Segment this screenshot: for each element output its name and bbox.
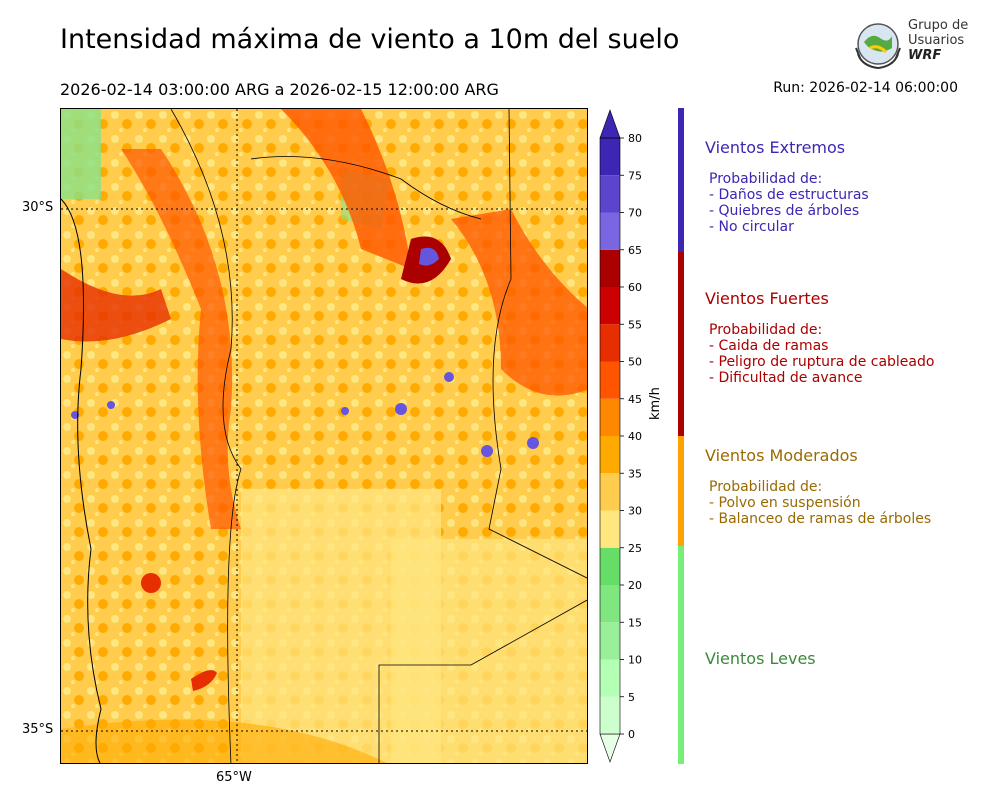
legend-title-extremos: Vientos Extremos [705, 138, 846, 157]
colorbar-tick-label: 20 [628, 579, 642, 592]
colorbar-segment [600, 175, 620, 213]
legend-items-fuertes: Probabilidad de: - Caida de ramas - Peli… [705, 322, 934, 386]
forecast-period: 2026-02-14 03:00:00 ARG a 2026-02-15 12:… [60, 80, 499, 99]
grupo-wrf-logo: Grupo de Usuarios WRF [850, 18, 970, 72]
globe-icon [855, 23, 901, 70]
legend-item: Probabilidad de: [709, 171, 823, 187]
colorbar-tick-label: 35 [628, 467, 642, 480]
logo-line-2: Usuarios [908, 33, 965, 48]
wind-speed-colorbar: 0 5 10 15 20 25 30 35 40 45 50 55 60 65 70 75 80 [598, 108, 678, 768]
colorbar-tick-label: 55 [628, 318, 642, 331]
colorbar-tick-label: 40 [628, 430, 642, 443]
legend-title-fuertes: Vientos Fuertes [705, 289, 829, 308]
logo-line-3: WRF [908, 48, 942, 63]
colorbar-tick-label: 30 [628, 505, 642, 518]
colorbar-tick-label: 5 [628, 691, 635, 704]
legend-item: - Dificultad de avance [709, 370, 863, 386]
colorbar-segment [600, 585, 620, 623]
colorbar-segment [600, 473, 620, 511]
lon-label-65w: 65°W [216, 770, 252, 785]
legend-leves: Vientos Leves [705, 649, 816, 668]
colorbar-tick-label: 50 [628, 356, 642, 369]
lat-label-35s: 35°S [22, 722, 54, 737]
colorbar-segment [600, 510, 620, 548]
colorbar-tick-label: 65 [628, 244, 642, 257]
legend-title-leves: Vientos Leves [705, 649, 816, 668]
legend-item: - Polvo en suspensión [709, 495, 861, 511]
legend-item: Probabilidad de: [709, 322, 823, 338]
logo-line-1: Grupo de [908, 18, 969, 33]
legend-moderados: Vientos Moderados Probabilidad de: - Pol… [705, 446, 931, 527]
colorbar-segment [600, 287, 620, 325]
legend-title-moderados: Vientos Moderados [705, 446, 858, 465]
legend-item: - No circular [709, 219, 794, 235]
legend-item: - Balanceo de ramas de árboles [709, 511, 932, 527]
colorbar-segment [600, 138, 620, 176]
colorbar-tick-label: 60 [628, 281, 642, 294]
colorbar-max-extension [599, 109, 621, 139]
legend-bar-extremos [678, 108, 684, 252]
colorbar-segment [600, 361, 620, 399]
legend-items-moderados: Probabilidad de: - Polvo en suspensión -… [705, 479, 931, 527]
legend-fuertes: Vientos Fuertes Probabilidad de: - Caida… [705, 289, 934, 386]
legend-extremos: Vientos Extremos Probabilidad de: - Daño… [705, 138, 869, 235]
colorbar-tick-label: 70 [628, 207, 642, 220]
colorbar-segment [600, 622, 620, 660]
legend-bar-fuertes [678, 252, 684, 436]
legend-item: - Quiebres de árboles [709, 203, 860, 219]
colorbar-segment [600, 398, 620, 436]
colorbar-unit-label: km/h [648, 387, 663, 420]
colorbar-segment [600, 436, 620, 474]
colorbar-tick-label: 80 [628, 132, 642, 145]
colorbar-tick-label: 10 [628, 654, 642, 667]
wind-map[interactable] [60, 108, 588, 764]
legend-item: - Caida de ramas [709, 338, 829, 354]
page-title: Intensidad máxima de viento a 10m del su… [60, 24, 680, 55]
run-timestamp: Run: 2026-02-14 06:00:00 [773, 80, 958, 96]
colorbar-tick-label: 45 [628, 393, 642, 406]
legend-bar-leves [678, 546, 684, 764]
colorbar-segment [600, 547, 620, 585]
colorbar-tick-label: 75 [628, 169, 642, 182]
colorbar-segment [600, 659, 620, 697]
legend-bar-moderados [678, 436, 684, 546]
colorbar-segment [600, 212, 620, 250]
legend-items-extremos: Probabilidad de: - Daños de estructuras … [705, 171, 869, 235]
colorbar-tick-label: 15 [628, 616, 642, 629]
colorbar-segment [600, 249, 620, 287]
colorbar-min-extension [599, 733, 621, 763]
colorbar-tick-label: 25 [628, 542, 642, 555]
colorbar-segment [600, 696, 620, 734]
colorbar-segment [600, 324, 620, 362]
colorbar-tick-label: 0 [628, 728, 635, 741]
legend-item: Probabilidad de: [709, 479, 823, 495]
legend-item: - Peligro de ruptura de cableado [709, 354, 935, 370]
legend-item: - Daños de estructuras [709, 187, 869, 203]
lat-label-30s: 30°S [22, 200, 54, 215]
